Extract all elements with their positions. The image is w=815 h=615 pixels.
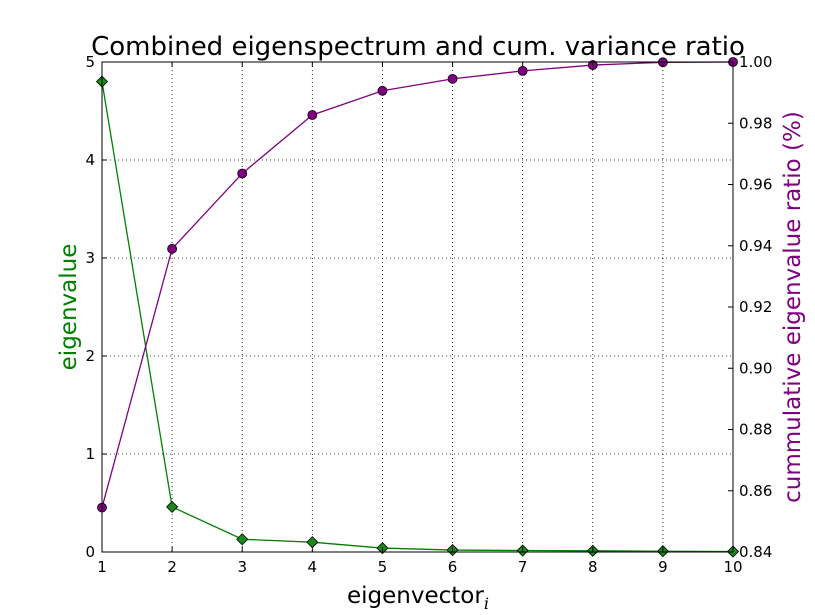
right-y-tick-label: 0.86 xyxy=(739,482,772,500)
eigenvalue-point xyxy=(166,500,179,513)
x-tick-label: 3 xyxy=(237,558,247,576)
left-y-tick-label: 1 xyxy=(85,445,95,463)
left-y-tick-label: 3 xyxy=(85,249,95,267)
right-y-axis-label: cummulative eigenvalue ratio (%) xyxy=(780,111,806,503)
left-y-axis-label: eigenvalue xyxy=(56,244,82,371)
cumulative-ratio-point xyxy=(237,168,248,179)
chart-title: Combined eigenspectrum and cum. variance… xyxy=(91,32,745,62)
x-tick-label: 2 xyxy=(167,558,177,576)
series-lines xyxy=(101,61,734,553)
eigenvalue-point xyxy=(236,533,249,546)
right-y-tick-label: 0.96 xyxy=(739,176,772,194)
x-tick-label: 1 xyxy=(97,558,107,576)
axis-ticks: 1 2 3 4 5 6 7 8 9 100123450.840.860.880.900.920.9… xyxy=(85,53,772,576)
x-axis-label: eigenvectori xyxy=(347,583,489,613)
x-tick-label: 5 xyxy=(378,558,388,576)
cumulative-ratio-point xyxy=(377,85,388,96)
left-y-tick-label: 2 xyxy=(85,347,95,365)
x-tick-label: 7 xyxy=(518,558,528,576)
eigenvalue-point xyxy=(306,536,319,549)
series-markers xyxy=(95,57,740,558)
right-y-tick-label: 0.94 xyxy=(739,237,772,255)
grid-lines xyxy=(101,61,734,553)
x-tick-label: 9 xyxy=(658,558,668,576)
right-y-tick-label: 0.92 xyxy=(739,298,772,316)
x-tick-label: 8 xyxy=(588,558,598,576)
right-y-tick-label: 0.90 xyxy=(739,359,772,377)
right-y-tick-label: 0.88 xyxy=(739,421,772,439)
cumulative-ratio-point xyxy=(517,65,528,76)
eigenvalue-series-line xyxy=(101,81,734,553)
cumulative-ratio-point xyxy=(167,243,178,254)
right-y-tick-label: 0.84 xyxy=(739,543,772,561)
x-tick-label: 6 xyxy=(448,558,458,576)
right-y-tick-label: 1.00 xyxy=(739,53,772,71)
left-y-tick-label: 4 xyxy=(85,151,95,169)
left-y-tick-label: 5 xyxy=(85,53,95,71)
plot-frame xyxy=(101,61,734,553)
x-tick-label: 4 xyxy=(308,558,318,576)
x-tick-label: 10 xyxy=(723,558,742,576)
cumulative-ratio-series-line xyxy=(101,61,734,508)
right-y-tick-label: 0.98 xyxy=(739,114,772,132)
cumulative-ratio-point xyxy=(307,110,318,120)
left-y-tick-label: 0 xyxy=(85,543,95,561)
cumulative-ratio-point xyxy=(447,73,458,84)
